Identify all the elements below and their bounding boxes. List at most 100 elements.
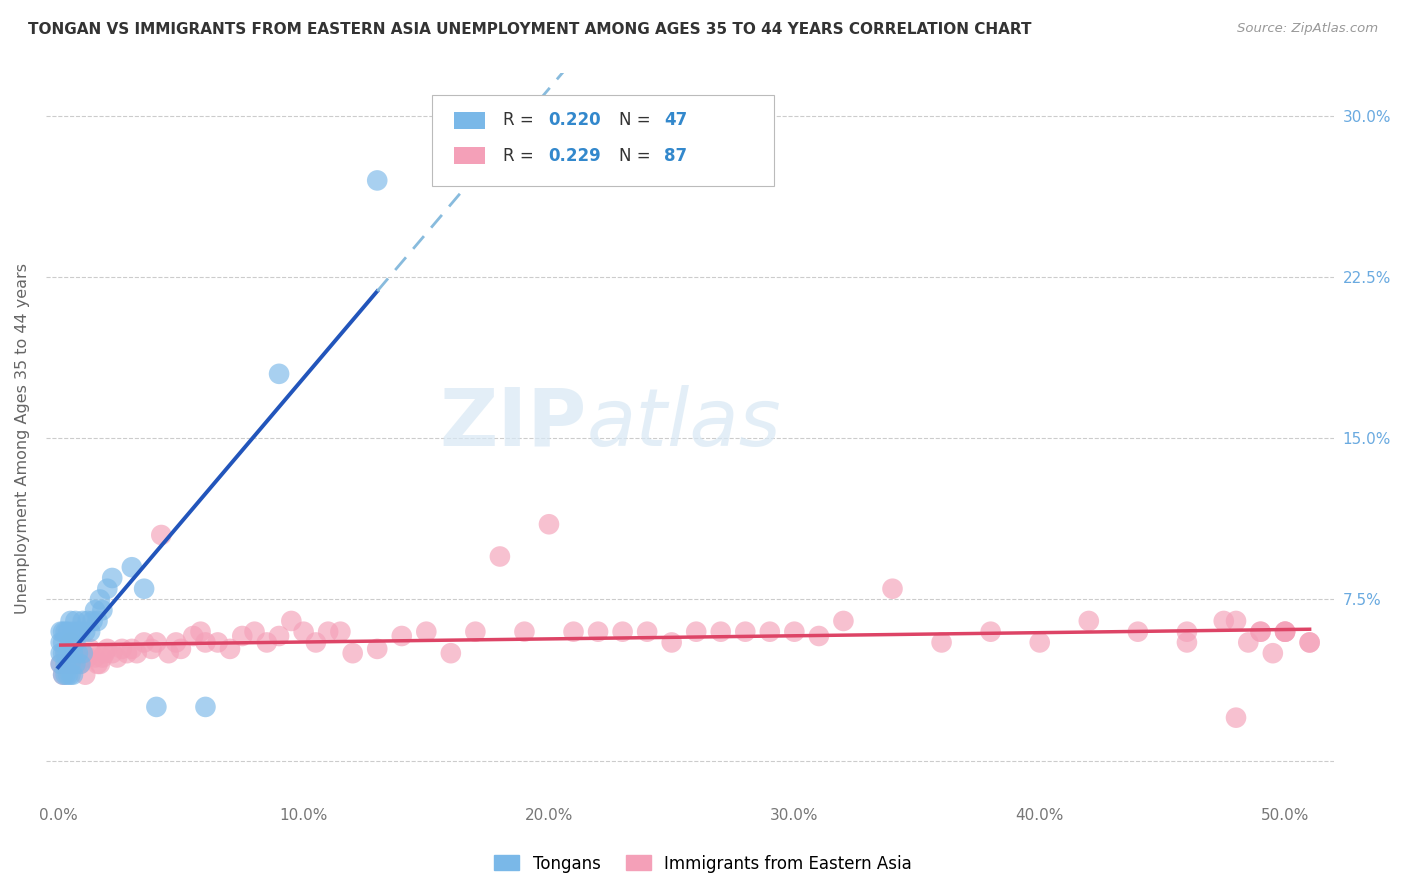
Point (1237, 635, 1260, 649)
Point (759, 624, 782, 639)
Point (65, 657, 87, 671)
Point (49, 646, 72, 660)
Point (1274, 624, 1296, 639)
Point (111, 641, 134, 656)
Point (62, 657, 84, 671)
Point (1250, 624, 1272, 639)
Point (329, 624, 352, 639)
Point (82, 614, 104, 628)
Text: 0.229: 0.229 (548, 146, 602, 164)
Point (69, 657, 91, 671)
Point (612, 624, 634, 639)
Point (415, 624, 437, 639)
FancyBboxPatch shape (433, 95, 773, 186)
Point (882, 582, 904, 596)
Point (513, 624, 536, 639)
Point (84, 650, 107, 665)
Point (52, 635, 75, 649)
Point (280, 614, 302, 628)
Point (661, 635, 683, 649)
Point (181, 629, 204, 643)
Point (256, 635, 278, 649)
Point (91, 650, 114, 665)
Point (1274, 624, 1296, 639)
Text: 47: 47 (664, 112, 688, 129)
Point (62, 624, 84, 639)
Point (86, 614, 108, 628)
Text: TONGAN VS IMMIGRANTS FROM EASTERN ASIA UNEMPLOYMENT AMONG AGES 35 TO 44 YEARS CO: TONGAN VS IMMIGRANTS FROM EASTERN ASIA U… (28, 22, 1032, 37)
Point (52, 624, 75, 639)
Point (783, 624, 806, 639)
Point (150, 528, 173, 542)
Point (66, 657, 89, 671)
Point (134, 635, 156, 649)
Point (59, 667, 82, 681)
Point (440, 646, 463, 660)
Point (316, 624, 339, 639)
Point (1077, 614, 1099, 628)
Point (69, 624, 91, 639)
Point (59, 657, 82, 671)
Point (56, 624, 79, 639)
Point (366, 173, 388, 187)
Point (52, 667, 75, 681)
Point (96, 582, 118, 596)
Point (121, 641, 143, 656)
Text: R =: R = (503, 146, 540, 164)
Text: R =: R = (503, 112, 540, 129)
Point (267, 629, 290, 643)
Point (586, 624, 609, 639)
Point (49, 657, 72, 671)
Point (1261, 646, 1284, 660)
Point (292, 624, 315, 639)
Point (207, 635, 229, 649)
Point (52, 646, 75, 660)
Point (1225, 711, 1247, 725)
Point (91, 603, 114, 617)
Text: 0.220: 0.220 (548, 112, 600, 129)
Point (56, 646, 79, 660)
Point (685, 624, 707, 639)
Point (75, 624, 97, 639)
Point (1274, 624, 1296, 639)
Point (231, 629, 253, 643)
Point (101, 571, 124, 585)
Point (562, 624, 585, 639)
Point (76, 650, 98, 665)
Point (489, 549, 512, 564)
Point (72, 646, 94, 660)
Point (79, 624, 101, 639)
Point (219, 641, 242, 656)
Point (931, 635, 953, 649)
Y-axis label: Unemployment Among Ages 35 to 44 years: Unemployment Among Ages 35 to 44 years (15, 263, 30, 614)
Point (49, 624, 72, 639)
Point (59, 635, 82, 649)
Point (55, 657, 77, 671)
Point (66, 646, 89, 660)
Text: ZIP: ZIP (440, 384, 588, 463)
Point (125, 646, 148, 660)
Point (59, 635, 82, 649)
Point (69, 657, 91, 671)
Point (636, 624, 658, 639)
Point (72, 614, 94, 628)
Text: N =: N = (619, 146, 657, 164)
Point (55, 667, 77, 681)
Point (75, 667, 97, 681)
Point (710, 624, 733, 639)
Point (537, 517, 560, 532)
Point (89, 592, 111, 607)
Point (65, 614, 87, 628)
Point (84, 603, 107, 617)
Point (66, 624, 89, 639)
Text: 87: 87 (664, 146, 688, 164)
Point (1175, 635, 1198, 649)
Point (194, 700, 217, 714)
Point (59, 614, 82, 628)
Point (342, 646, 364, 660)
Point (76, 614, 98, 628)
Point (86, 657, 108, 671)
Point (79, 641, 101, 656)
Point (134, 582, 156, 596)
Point (1126, 624, 1149, 639)
